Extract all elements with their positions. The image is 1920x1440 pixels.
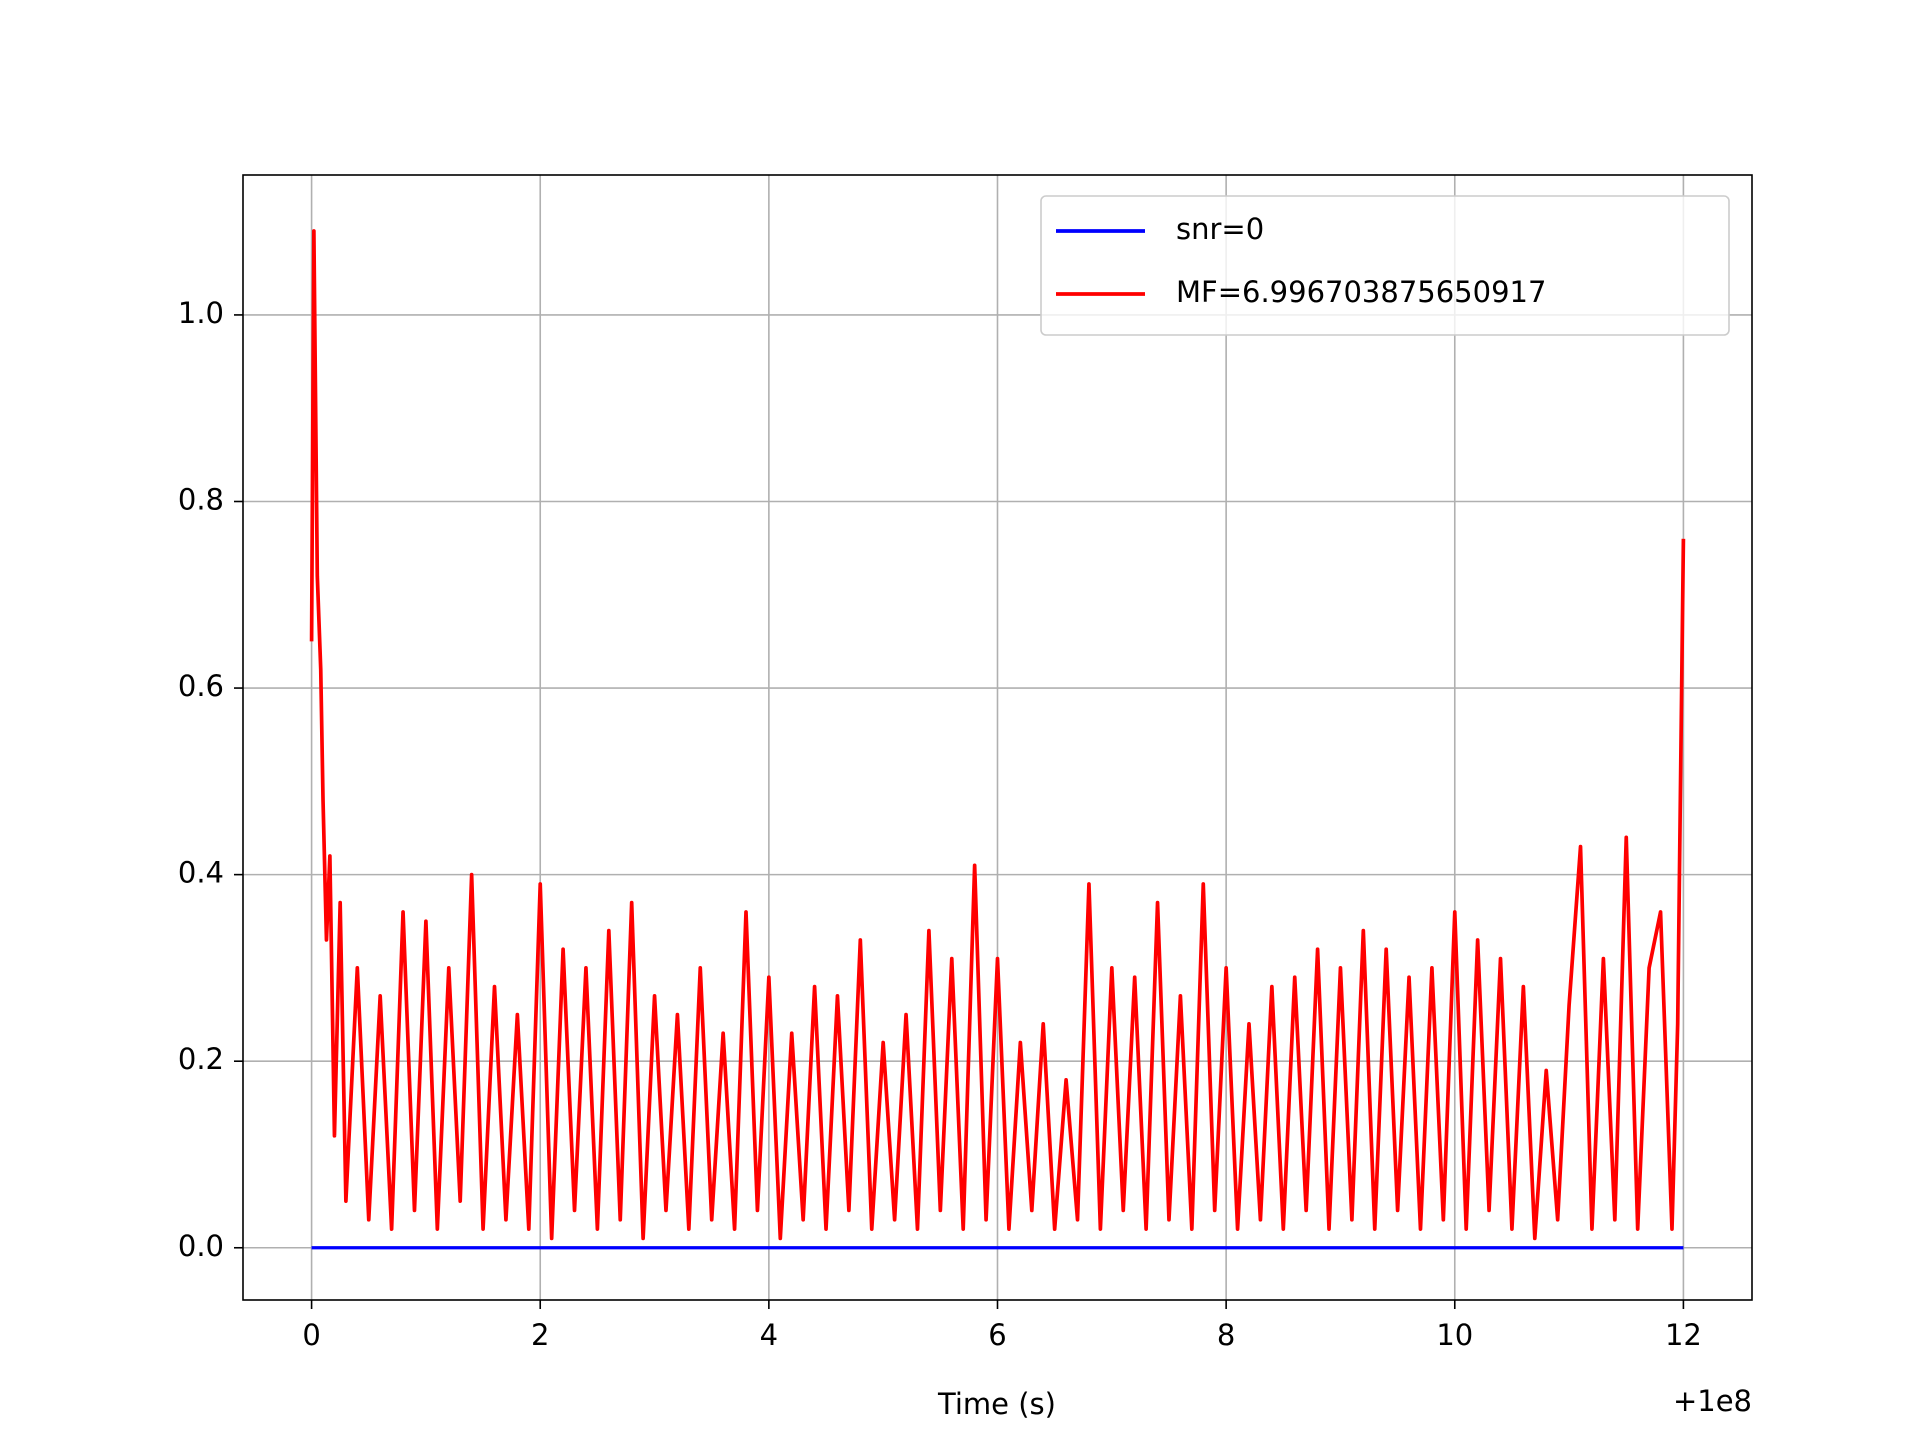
x-tick-label: 8 <box>1217 1318 1235 1352</box>
x-tick-label: 4 <box>760 1318 778 1352</box>
grid <box>243 175 1752 1300</box>
x-tick-label: 2 <box>531 1318 549 1352</box>
x-tick-label: 12 <box>1665 1318 1702 1352</box>
y-tick-label: 0.0 <box>178 1229 224 1263</box>
y-tick-label: 1.0 <box>178 296 224 330</box>
x-tick-label: 0 <box>302 1318 320 1352</box>
x-tick-label: 6 <box>988 1318 1006 1352</box>
x-offset-label: +1e8 <box>1673 1384 1752 1418</box>
legend: snr=0 MF=6.996703875650917 <box>1040 195 1730 336</box>
x-axis-label: Time (s) <box>937 1387 1056 1421</box>
plot-area <box>309 229 1686 1250</box>
y-tick-label: 0.4 <box>178 856 224 890</box>
legend-label: snr=0 <box>1176 212 1264 246</box>
y-tick-label: 0.6 <box>178 669 224 703</box>
data-line <box>309 229 1686 1241</box>
ticks: 0 2 4 6 8 10 12 0.0 0.2 0.4 0.6 0.8 1.0 <box>178 296 1702 1352</box>
x-tick-label: 10 <box>1436 1318 1473 1352</box>
legend-box <box>1040 195 1730 336</box>
y-tick-label: 0.8 <box>178 482 224 516</box>
legend-label: MF=6.996703875650917 <box>1176 275 1546 309</box>
y-tick-label: 0.2 <box>178 1042 224 1076</box>
